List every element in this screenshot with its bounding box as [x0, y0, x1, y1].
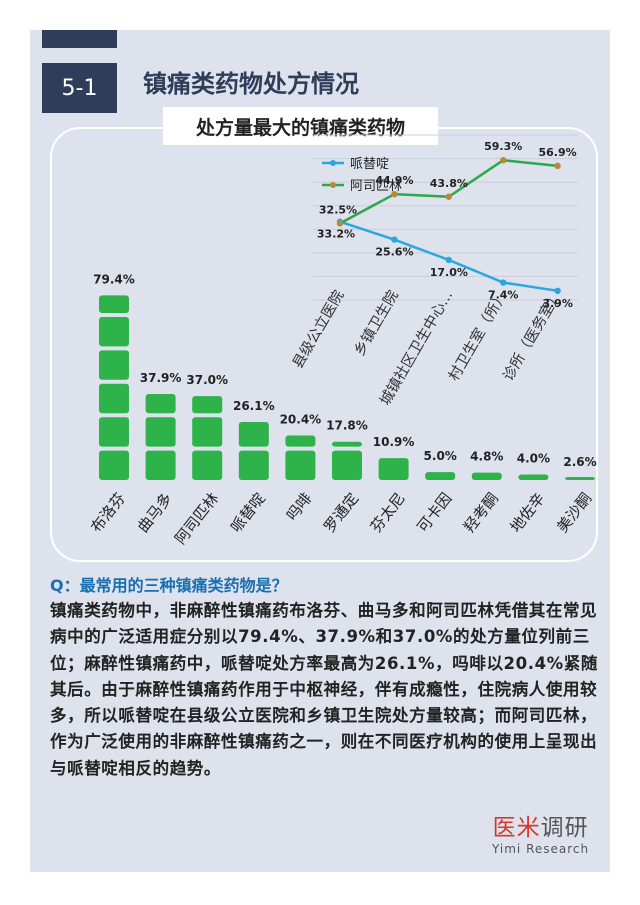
bar-category-label: 哌替啶	[227, 489, 269, 536]
series-point	[391, 190, 398, 198]
bar-category-label: 布洛芬	[87, 489, 129, 536]
point-value-label: 43.8%	[430, 177, 468, 190]
bar-category-label: 地佐辛	[507, 489, 549, 536]
series-point	[336, 220, 344, 227]
bar-category-label: 芬太尼	[367, 489, 409, 536]
chart-title: 处方量最大的镇痛类药物	[163, 107, 438, 145]
section-number: 5-1	[42, 63, 117, 113]
bar-segment	[145, 393, 176, 414]
bar-segment	[99, 450, 129, 480]
bar-segment	[192, 450, 223, 480]
bar-segment	[518, 474, 549, 480]
bar-value-label: 4.8%	[470, 450, 503, 464]
bar-segment	[192, 396, 223, 414]
point-value-label: 17.0%	[430, 266, 468, 279]
brand-english: Yimi Research	[492, 842, 590, 856]
series-point	[445, 256, 452, 264]
brand-name-rest: 调研	[540, 815, 589, 841]
bar-segment	[425, 472, 456, 480]
bar-category-label: 可卡因	[413, 489, 455, 536]
series-point	[554, 162, 561, 170]
bar-category-label: 美沙酮	[553, 489, 595, 536]
bar-segment	[99, 295, 129, 313]
point-value-label: 3.9%	[542, 297, 573, 310]
series-point	[391, 236, 398, 243]
bar-segment	[285, 450, 316, 480]
point-value-label: 56.9%	[539, 146, 577, 159]
legend-label-pethidine: 哌替啶	[350, 156, 389, 172]
bar-value-label: 2.6%	[563, 455, 596, 469]
point-value-label: 44.9%	[375, 174, 413, 187]
point-value-label: 59.3%	[484, 140, 522, 153]
point-value-label: 25.6%	[375, 246, 413, 259]
series-point	[500, 279, 507, 286]
bar-category-label: 罗通定	[320, 489, 362, 536]
bar-segment	[285, 435, 316, 447]
bar-category-label: 曲马多	[134, 489, 176, 536]
bar-segment	[145, 417, 176, 447]
header-bar	[42, 30, 117, 48]
bar-value-label: 17.8%	[326, 419, 368, 433]
bar-segment	[145, 450, 176, 480]
line-category-label: 乡镇卫生院	[351, 287, 402, 359]
bar-segment	[99, 350, 129, 380]
bar-value-label: 37.9%	[140, 371, 182, 385]
legend-label-aspirin: 阿司匹林	[350, 179, 402, 194]
line-category-label: 诊所（医务室）	[500, 288, 565, 384]
series-point	[554, 287, 561, 295]
legend-marker-pethidine	[330, 160, 336, 166]
brand-logo: 医米调研 Yimi Research	[492, 808, 589, 856]
bar-segment	[332, 441, 362, 447]
bar-value-label: 10.9%	[373, 435, 415, 449]
line-category-label: 村卫生室（所）	[445, 288, 510, 384]
bar-value-label: 37.0%	[186, 373, 228, 387]
bar-category-label: 阿司匹林	[171, 489, 222, 547]
section-title: 镇痛类药物处方情况	[143, 70, 359, 98]
bar-segment	[99, 417, 129, 447]
legend-marker-aspirin	[330, 182, 336, 188]
bar-segment	[99, 317, 129, 347]
bar-category-label: 羟考酮	[460, 489, 502, 536]
point-value-label: 33.2%	[317, 228, 355, 241]
bar-value-label: 79.4%	[93, 272, 135, 286]
series-line-pethidine	[339, 220, 558, 293]
answer-paragraph: 镇痛类药物中，非麻醉性镇痛药布洛芬、曲马多和阿司匹林凭借其在常见病中的广泛适用症…	[50, 601, 598, 778]
point-value-label: 7.4%	[488, 289, 519, 302]
bar-segment	[238, 422, 269, 447]
bar-segment	[565, 477, 595, 480]
bar-segment	[471, 472, 502, 480]
bar-category-label: 吗啡	[283, 489, 316, 524]
series-point	[445, 193, 452, 200]
bar-value-label: 5.0%	[424, 449, 457, 463]
bar-segment	[99, 383, 129, 414]
bar-segment	[238, 450, 269, 480]
brand-name-accent: 医米	[492, 815, 541, 841]
point-value-label: 32.5%	[319, 203, 357, 216]
bar-segment	[378, 458, 409, 480]
bar-value-label: 4.0%	[517, 452, 550, 466]
bar-segment	[192, 417, 223, 447]
bar-value-label: 20.4%	[280, 413, 322, 427]
series-point	[500, 157, 507, 164]
question-text: Q：最常用的三种镇痛类药物是？	[50, 576, 288, 595]
bar-segment	[332, 450, 362, 480]
bar-value-label: 26.1%	[233, 399, 275, 413]
